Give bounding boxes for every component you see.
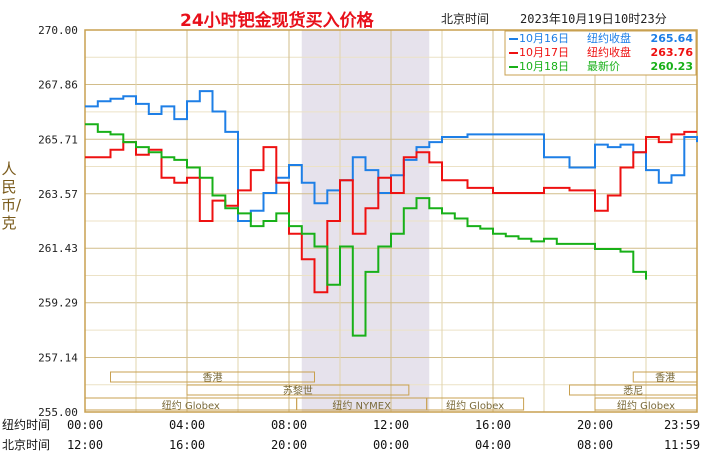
legend-date: 10月18日: [519, 60, 569, 73]
series-line-3: [85, 123, 647, 337]
x-tick-ny: 04:00: [169, 418, 205, 432]
y-tick-label: 263.57: [38, 188, 78, 201]
x-tick-ny: 00:00: [67, 418, 103, 432]
series-line-2: [85, 130, 697, 294]
legend-value: 263.76: [651, 46, 694, 59]
chart-title: 24小时钯金现货买入价格: [180, 11, 374, 31]
y-tick-label: 261.43: [38, 242, 78, 255]
y-tick-label: 265.71: [38, 133, 78, 146]
legend-label: 纽约收盘: [587, 31, 631, 45]
y-tick-label: 267.86: [38, 78, 78, 91]
y-tick-label: 255.00: [38, 406, 78, 419]
x-tick-bj: 04:00: [475, 438, 511, 452]
x-tick-ny: 20:00: [577, 418, 613, 432]
legend-box: [504, 30, 697, 76]
session-label: 苏黎世: [283, 384, 313, 397]
timestamp: 2023年10月19日10时23分: [520, 12, 667, 26]
legend-label: 最新价: [587, 59, 620, 73]
x-tick-ny: 08:00: [271, 418, 307, 432]
session-label: 纽约 Globex: [617, 399, 675, 412]
legend-value: 265.64: [651, 32, 694, 45]
session-box: [110, 371, 315, 383]
y-axis-label: 人民币/克: [1, 160, 22, 232]
session-label: 悉尼: [623, 385, 643, 397]
plot-frame: [84, 29, 698, 413]
y-tick-label: 259.29: [38, 297, 78, 310]
y-tick-label: 257.14: [38, 352, 78, 365]
x-row-label-bj: 北京时间: [2, 438, 50, 452]
session-box: [186, 384, 410, 396]
x-tick-ny: 23:59: [664, 418, 700, 432]
x-tick-bj: 08:00: [577, 438, 613, 452]
legend-date: 10月16日: [519, 32, 569, 45]
legend-label: 纽约收盘: [587, 45, 631, 59]
session-box: [426, 397, 525, 411]
x-tick-ny: 16:00: [475, 418, 511, 432]
session-label: 香港: [203, 372, 223, 384]
x-tick-bj: 00:00: [373, 438, 409, 452]
x-tick-bj: 11:59: [664, 438, 700, 452]
x-tick-bj: 12:00: [67, 438, 103, 452]
legend-value: 260.23: [651, 60, 693, 73]
session-label: 纽约 NYMEX: [332, 399, 391, 412]
session-label: 纽约 Globex: [446, 399, 504, 412]
x-tick-bj: 20:00: [271, 438, 307, 452]
beijing-time-label: 北京时间: [441, 12, 490, 26]
x-row-label-ny: 纽约时间: [2, 417, 50, 432]
legend-date: 10月17日: [519, 46, 569, 59]
x-tick-bj: 16:00: [169, 438, 205, 452]
session-label: 纽约 Globex: [162, 399, 220, 412]
x-tick-ny: 12:00: [373, 418, 409, 432]
y-tick-label: 270.00: [38, 24, 78, 37]
session-label: 香港: [655, 372, 675, 384]
